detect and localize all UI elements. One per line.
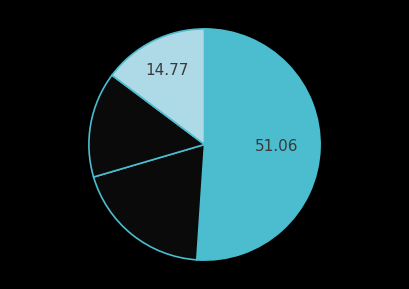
Text: 14.77: 14.77 [146,63,189,77]
Text: 51.06: 51.06 [254,139,298,154]
Wedge shape [112,29,204,144]
Wedge shape [94,144,204,260]
Wedge shape [89,75,204,177]
Wedge shape [197,29,320,260]
